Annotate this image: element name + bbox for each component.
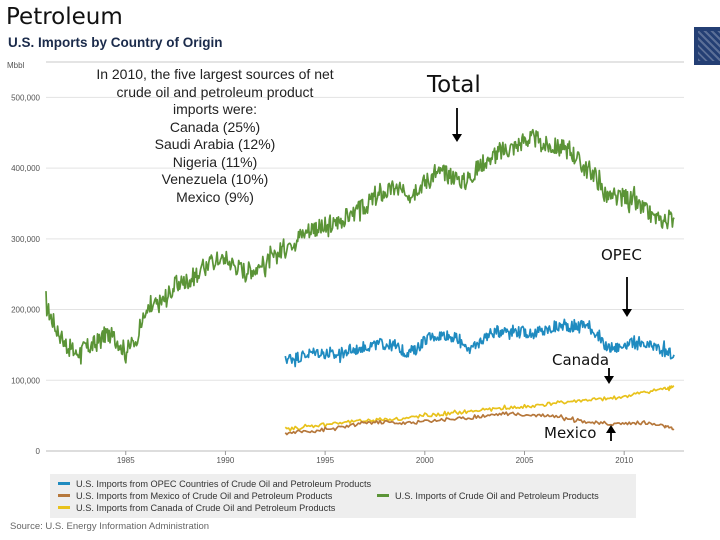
y-tick-label: 500,000: [11, 93, 40, 102]
chart-legend: U.S. Imports from OPEC Countries of Crud…: [50, 474, 636, 518]
legend-label: U.S. Imports from OPEC Countries of Crud…: [76, 479, 372, 489]
canada-arrowhead: [604, 376, 614, 384]
x-axis-ticks: 1985 1990 1995 2000 2005 2010: [46, 450, 684, 465]
x-tick-label: 1985: [117, 456, 135, 465]
x-tick-label: 1990: [217, 456, 235, 465]
legend-item-total: U.S. Imports of Crude Oil and Petroleum …: [377, 491, 599, 501]
y-tick-label: 200,000: [11, 306, 40, 315]
y-tick-label: 400,000: [11, 164, 40, 173]
canada-annotation: Canada: [552, 351, 610, 369]
legend-swatch: [58, 506, 70, 510]
total-annotation: Total: [427, 72, 481, 98]
note-line: Saudi Arabia (12%): [154, 136, 276, 152]
mexico-annotation: Mexico: [544, 424, 597, 442]
legend-label: U.S. Imports from Canada of Crude Oil an…: [76, 503, 336, 513]
total-arrowhead: [452, 134, 462, 142]
legend-swatch: [58, 494, 70, 498]
slide-title: Petroleum: [6, 4, 123, 30]
note-line: crude oil and petroleum product: [116, 83, 314, 100]
opec-arrowhead: [622, 309, 632, 317]
y-axis-unit-label: Mbbl: [7, 61, 25, 70]
legend-item-canada: U.S. Imports from Canada of Crude Oil an…: [58, 503, 335, 513]
mexico-arrowhead: [606, 425, 616, 433]
mexico-series-line: [284, 411, 675, 436]
note-line: Venezuela (10%): [161, 171, 269, 187]
x-tick-label: 1995: [316, 456, 334, 465]
x-tick-label: 2005: [516, 456, 534, 465]
chart-title: U.S. Imports by Country of Origin: [8, 35, 223, 50]
legend-swatch: [377, 494, 389, 498]
import-sources-note: In 2010, the five largest sources of net…: [70, 66, 360, 206]
note-line: Mexico (9%): [176, 188, 254, 205]
note-line: imports were:: [172, 101, 258, 117]
canada-series-line: [284, 385, 675, 432]
legend-item-mexico: U.S. Imports from Mexico of Crude Oil an…: [58, 491, 332, 501]
legend-swatch: [58, 482, 70, 486]
y-tick-label: 0: [36, 447, 41, 456]
note-line: Canada (25%): [169, 118, 261, 135]
legend-item-opec: U.S. Imports from OPEC Countries of Crud…: [58, 479, 371, 489]
x-tick-label: 2000: [416, 456, 434, 465]
source-note: Source: U.S. Energy Information Administ…: [10, 521, 210, 532]
legend-label: U.S. Imports from Mexico of Crude Oil an…: [76, 491, 333, 501]
y-tick-label: 100,000: [11, 376, 40, 385]
annotation-arrows: [452, 108, 632, 441]
total-series-line: [45, 128, 675, 365]
y-tick-label: 300,000: [11, 235, 40, 244]
opec-series-line: [284, 318, 675, 368]
note-line: In 2010, the five largest sources of net: [96, 66, 334, 82]
x-tick-label: 2010: [615, 456, 633, 465]
legend-label: U.S. Imports of Crude Oil and Petroleum …: [395, 491, 599, 501]
chart-series: [45, 128, 675, 436]
opec-annotation: OPEC: [601, 246, 642, 264]
corner-decoration: [694, 27, 720, 65]
y-axis-ticks: 0 100,000 200,000 300,000 400,000 500,000: [11, 93, 40, 456]
note-line: Nigeria (11%): [172, 153, 258, 170]
